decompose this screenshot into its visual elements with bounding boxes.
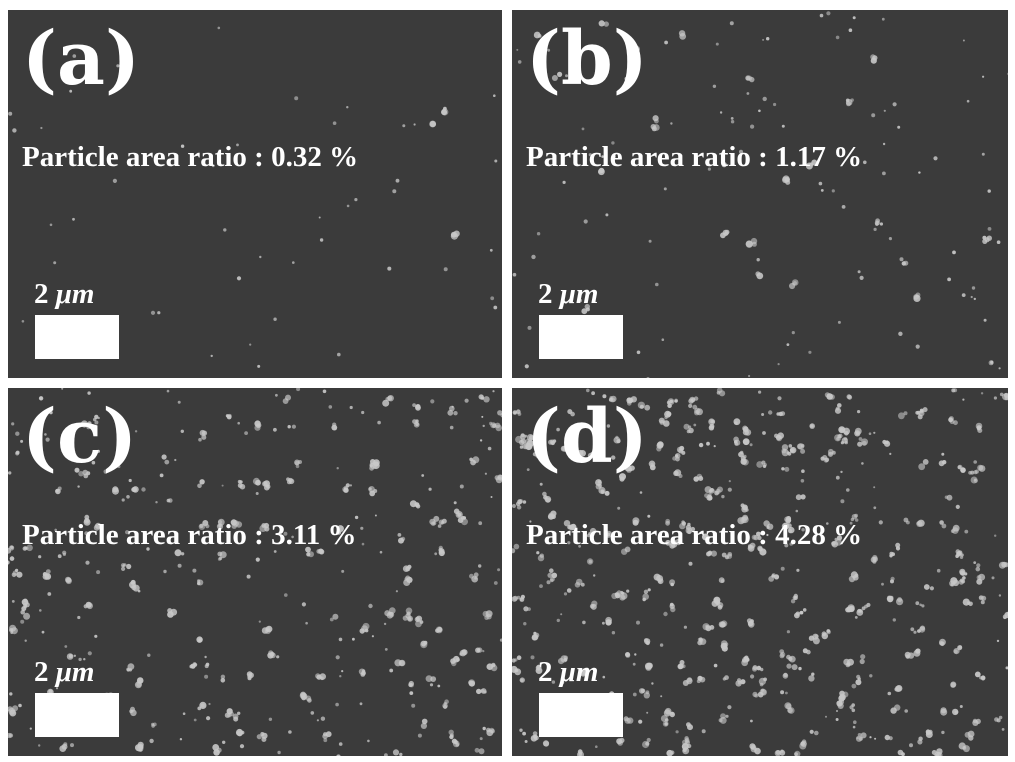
particle-area-ratio: Particle area ratio : 1.17 % (526, 141, 863, 173)
sem-image-d (512, 388, 1008, 756)
sem-image-b (512, 11, 1008, 378)
scale-unit: μm (55, 278, 95, 310)
sem-panel-a: (a) Particle area ratio : 0.32 % 2 μm (8, 10, 502, 378)
scale-number: 2 (538, 278, 553, 310)
panel-label: (a) (22, 16, 140, 102)
scale-bar (35, 693, 119, 737)
scale-bar-label: 2 μm (538, 280, 598, 309)
scale-bar (35, 315, 119, 359)
scale-bar-label: 2 μm (34, 280, 94, 309)
scale-unit: μm (55, 656, 95, 688)
sem-panel-b: (b) Particle area ratio : 1.17 % 2 μm (512, 10, 1008, 378)
panel-label: (b) (526, 16, 648, 102)
particle-area-ratio: Particle area ratio : 3.11 % (22, 519, 357, 551)
scale-unit: μm (559, 656, 599, 688)
panel-label: (c) (22, 394, 138, 480)
scale-unit: μm (559, 278, 599, 310)
particle-area-ratio: Particle area ratio : 0.32 % (22, 141, 359, 173)
scale-bar (539, 693, 623, 737)
scale-number: 2 (34, 656, 49, 688)
particle-area-ratio: Particle area ratio : 4.28 % (526, 519, 863, 551)
sem-panel-c: (c) Particle area ratio : 3.11 % 2 μm (8, 388, 502, 756)
sem-panel-d: (d) Particle area ratio : 4.28 % 2 μm (512, 388, 1008, 756)
panel-label: (d) (526, 394, 648, 480)
scale-number: 2 (34, 278, 49, 310)
scale-bar-label: 2 μm (538, 658, 598, 687)
scale-bar-label: 2 μm (34, 658, 94, 687)
scale-bar (539, 315, 623, 359)
scale-number: 2 (538, 656, 553, 688)
